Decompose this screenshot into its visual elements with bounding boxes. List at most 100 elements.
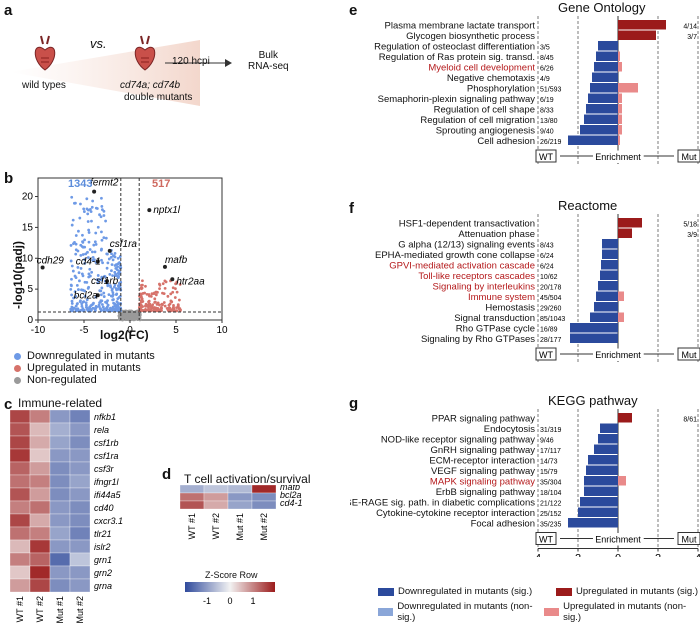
heat-cell <box>10 539 31 554</box>
point-down <box>99 215 103 219</box>
point-down <box>111 274 114 277</box>
point-down <box>100 286 104 290</box>
heat-cell <box>203 492 229 502</box>
point-down <box>81 300 85 304</box>
point-down <box>90 303 94 307</box>
point-down <box>106 284 110 288</box>
heat-gene-label: cxcr3.1 <box>94 516 123 526</box>
point-up <box>169 292 173 296</box>
point-down <box>81 245 85 249</box>
panel-a-schematic <box>10 35 232 106</box>
term-label: GnRH signaling pathway <box>430 445 535 456</box>
term-label: GPVI-mediated activation cascade <box>389 261 535 272</box>
heat-cell <box>10 422 31 437</box>
point-down <box>105 308 109 312</box>
heat-cell <box>10 526 31 541</box>
point-down <box>96 274 100 277</box>
point-down <box>73 241 76 244</box>
point-down <box>96 225 100 229</box>
point-down <box>69 283 73 287</box>
heat-gene-label: grn1 <box>94 555 112 565</box>
point-down <box>87 228 91 232</box>
term-ratio: 3/5 <box>540 45 550 52</box>
legend-down-nonsig: Downregulated in mutants (non-sig.) <box>378 601 544 623</box>
term-ratio: 45/504 <box>540 295 562 302</box>
vs-label: vs. <box>90 36 107 51</box>
heat-gene-label: islr2 <box>94 542 111 552</box>
point-down <box>108 284 112 287</box>
volcano-ytick: 5 <box>27 284 33 295</box>
bar-up <box>618 20 666 30</box>
bar-down <box>580 125 618 135</box>
enrichment-label: Enrichment <box>595 350 641 360</box>
bar-up-nonsig <box>618 93 622 103</box>
legend-item-non: Non-regulated <box>14 374 155 386</box>
point-down <box>92 243 96 247</box>
point-up <box>158 287 161 291</box>
heat-cell <box>10 435 31 450</box>
term-label: Sprouting angiogenesis <box>436 126 536 137</box>
term-label: Toll-like receptors cascades <box>418 271 535 282</box>
point-up <box>163 304 167 308</box>
point-down <box>91 255 95 259</box>
term-ratio: 15/79 <box>540 469 558 476</box>
panel-a-label: a <box>4 2 13 19</box>
point-down <box>73 290 77 294</box>
heat-cell <box>49 526 71 541</box>
point-down <box>93 240 97 244</box>
point-down <box>98 213 101 217</box>
term-ratio: 6/19 <box>540 97 554 104</box>
point-up <box>173 296 177 299</box>
point-non <box>118 313 121 317</box>
bar-up <box>618 228 632 238</box>
point-down <box>110 269 113 273</box>
point-down <box>105 252 109 256</box>
term-ratio: 4/14 <box>683 24 697 31</box>
panel-e-title: Gene Ontology <box>558 0 646 15</box>
zscore-tick-zero: 0 <box>227 596 232 606</box>
volcano-xtick: 10 <box>216 325 228 336</box>
point-down <box>70 306 74 310</box>
bar-down <box>588 455 618 465</box>
point-down <box>79 202 82 206</box>
point-down <box>90 205 94 209</box>
point-non <box>124 315 128 319</box>
heat-cell <box>49 539 71 554</box>
heat-cell <box>29 539 51 554</box>
point-up <box>145 292 149 296</box>
heat-sample-label: Mut #1 <box>235 513 245 541</box>
gene-label: nptx1l <box>153 205 180 216</box>
point-down <box>116 301 120 305</box>
term-ratio: 6/26 <box>540 66 554 73</box>
point-down <box>87 272 91 276</box>
heat-gene-label: cd40 <box>94 503 114 513</box>
wt-label: WT <box>539 535 553 545</box>
point-down <box>88 248 92 251</box>
term-label: HSF1-dependent transactivation <box>399 219 535 230</box>
point-up <box>156 301 160 305</box>
point-down <box>77 229 80 233</box>
heat-gene-label: csf3r <box>94 464 115 474</box>
heat-cell <box>49 500 71 515</box>
x-tick: 2 <box>575 553 581 558</box>
term-ratio: 85/1043 <box>540 316 565 323</box>
point-down <box>89 307 93 311</box>
heat-cell <box>227 492 253 502</box>
heat-cell <box>251 500 277 510</box>
point-down <box>78 309 82 313</box>
heat-cell <box>69 578 91 593</box>
panel-f-label: f <box>349 200 354 217</box>
bar-down <box>601 260 618 270</box>
legend-down-sig: Downregulated in mutants (sig.) <box>378 586 532 597</box>
enrichment-label: Enrichment <box>595 535 641 545</box>
term-ratio: 10/62 <box>540 274 558 281</box>
gene-point <box>105 279 109 284</box>
mut-box <box>677 149 700 163</box>
point-up <box>140 300 144 303</box>
point-down <box>117 281 121 285</box>
bar-down <box>602 239 618 249</box>
point-down <box>87 231 91 234</box>
point-down <box>79 267 83 270</box>
point-up <box>139 294 143 298</box>
point-down <box>81 240 84 244</box>
